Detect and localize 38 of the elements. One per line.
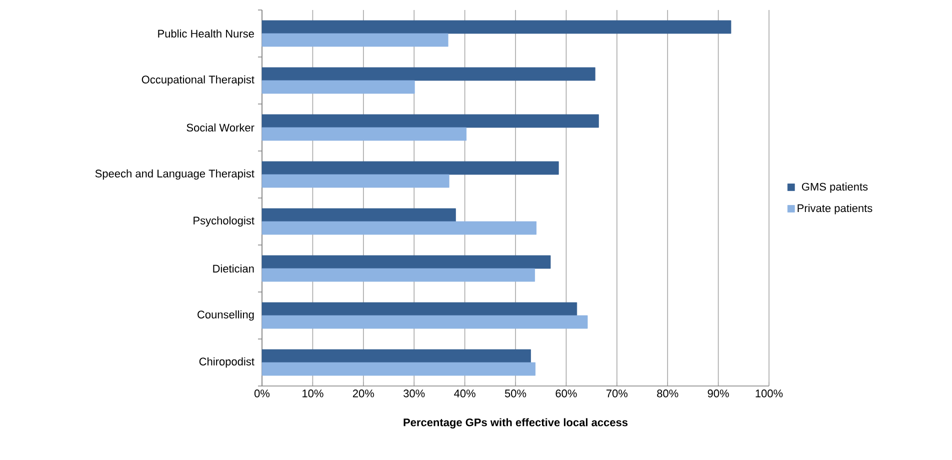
bar <box>262 255 551 269</box>
x-tick-label: 10% <box>302 390 324 398</box>
bar <box>262 268 535 282</box>
legend-label: GMS patients <box>802 182 868 193</box>
y-tick-label: Occupational Therapist <box>142 75 254 86</box>
x-tick-label: 100% <box>756 390 783 398</box>
x-tick-label: 0% <box>254 390 270 398</box>
bar <box>262 315 588 329</box>
x-tick-label: 30% <box>404 390 425 398</box>
bar <box>262 33 448 47</box>
x-tick-label: 90% <box>708 390 729 398</box>
y-tick-label: Public Health Nurse <box>158 29 254 38</box>
bar <box>262 161 559 175</box>
y-tick-label: Psychologist <box>194 216 254 227</box>
bar <box>262 80 415 94</box>
y-tick-label: Social Worker <box>186 123 254 132</box>
legend-label: Private patients <box>798 204 872 214</box>
bar <box>262 221 536 235</box>
bar <box>262 362 536 376</box>
x-tick-label: 50% <box>504 390 526 398</box>
x-axis-title: Percentage GPs with effective local access <box>404 418 628 428</box>
y-tick-label: Dietician <box>213 264 254 273</box>
x-tick-label: 70% <box>606 390 628 398</box>
x-tick-label: 80% <box>657 390 678 398</box>
bar <box>262 67 596 81</box>
x-tick-label: 40% <box>454 390 476 398</box>
x-tick-label: 20% <box>352 390 374 398</box>
x-tick-label: 60% <box>556 390 577 398</box>
bar <box>262 208 456 222</box>
bar <box>262 114 599 128</box>
bar <box>262 127 467 141</box>
y-tick-label: Chiropodist <box>199 357 254 368</box>
y-tick-label: Counselling <box>198 310 254 321</box>
y-tick-label: Speech and Language Therapist <box>95 169 254 180</box>
bar <box>262 20 732 34</box>
bar <box>262 174 450 188</box>
bar <box>262 302 578 316</box>
bar <box>262 349 531 363</box>
